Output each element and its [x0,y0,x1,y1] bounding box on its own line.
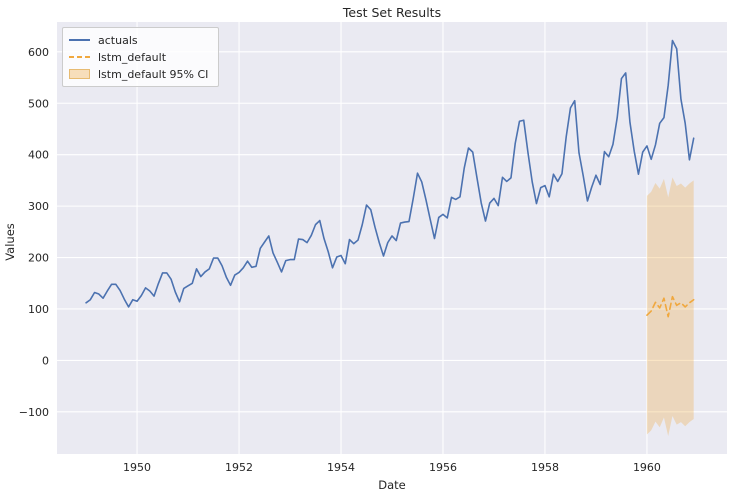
legend-item-lstm-default-ci: lstm_default 95% CI [69,67,208,81]
x-tick-label: 1958 [531,461,559,474]
x-tick-label: 1954 [327,461,355,474]
x-tick-label: 1952 [225,461,253,474]
y-tick-label: 400 [28,149,49,162]
legend-item-lstm-default: lstm_default [69,50,208,64]
x-tick-label: 1950 [123,461,151,474]
legend-label: lstm_default 95% CI [98,67,209,81]
legend-label: lstm_default [98,50,167,64]
x-axis-label: Date [378,478,406,492]
legend: actuals lstm_default lstm_default 95% CI [62,27,220,87]
patch-swatch [69,69,90,79]
dashed-line-swatch [69,56,90,58]
y-tick-label: 200 [28,252,49,265]
plot-area [57,22,727,454]
actuals-line [85,39,695,308]
x-tick-label: 1960 [633,461,661,474]
legend-label: actuals [98,33,138,47]
y-tick-label: −100 [19,406,49,419]
y-tick-label: 100 [28,303,49,316]
y-axis-label: Values [3,223,17,261]
legend-item-actuals: actuals [69,33,208,47]
chart-title: Test Set Results [342,5,442,20]
y-tick-label: 0 [42,354,49,367]
solid-line-swatch [69,39,90,41]
y-tick-label: 500 [28,97,49,110]
x-tick-label: 1956 [429,461,457,474]
y-tick-label: 600 [28,46,49,59]
y-tick-label: 300 [28,200,49,213]
forecast-line [646,295,695,318]
